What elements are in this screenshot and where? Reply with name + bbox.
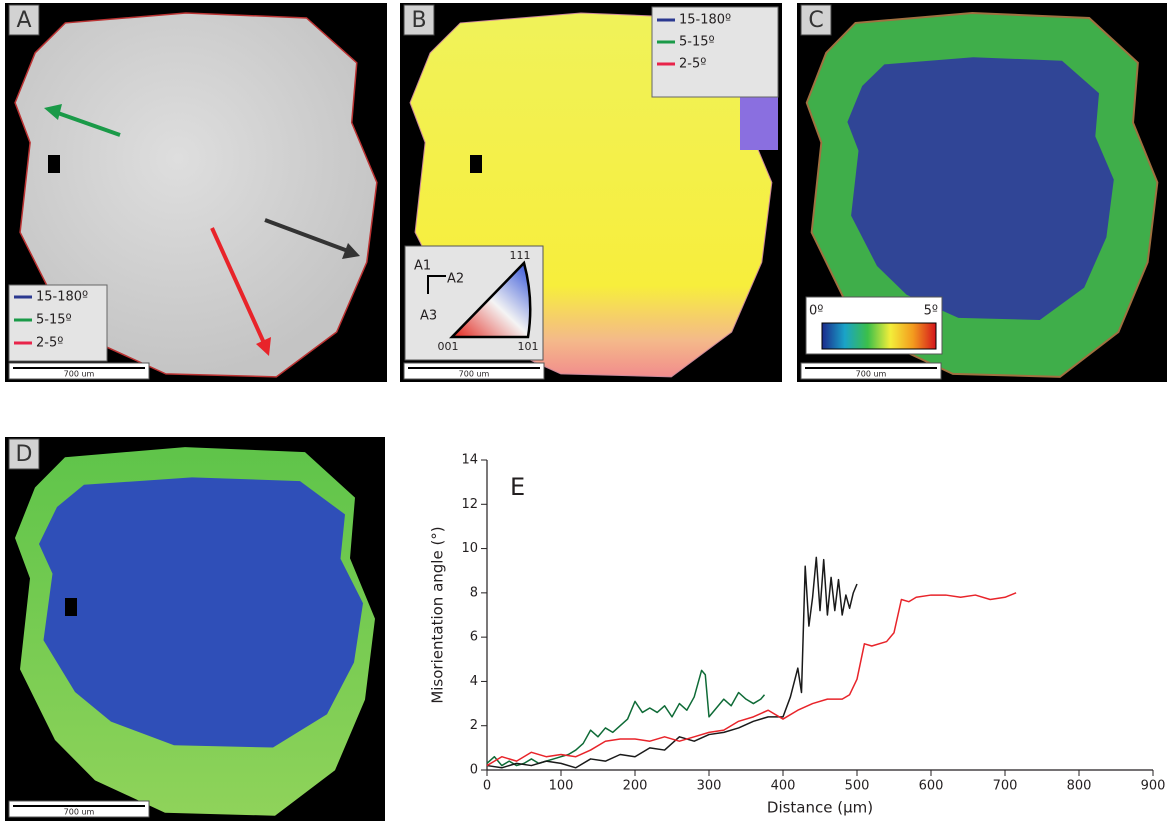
legend-label: 5-15º [679,35,715,50]
y-tick-label: 12 [461,497,478,512]
x-tick-label: 900 [1141,779,1166,794]
ipf-axis-label: A1 [414,259,431,274]
x-tick-label: 500 [845,779,870,794]
color-bar-label: 0º [809,304,823,319]
hole [48,155,60,173]
chart-title: E [510,473,525,501]
legend-label: 2-5º [679,57,706,72]
color-bar [822,323,936,349]
ipf-axis-label: A3 [420,309,437,324]
x-tick-label: 800 [1067,779,1092,794]
scale-bar-label: 700 um [459,370,490,379]
panel-label: A [16,8,31,33]
ipf-corner-label: 101 [518,340,539,353]
panel-label: D [16,442,33,467]
data-line [487,670,765,765]
y-tick-label: 0 [470,763,478,778]
map-panel-d: D 700 um [5,437,385,821]
hole [470,155,482,173]
legend-label: 2-5º [36,336,63,351]
x-tick-label: 100 [549,779,574,794]
data-line [487,593,1016,766]
ipf-axis-label: A2 [447,272,464,287]
legend-label: 15-180º [36,290,88,305]
x-tick-label: 300 [697,779,722,794]
scale-bar-label: 700 um [64,808,95,817]
figure: A 15-180º 5-15º 2-5º 700 um B 15-180º 5-… [0,0,1171,832]
map-panel-b: B 15-180º 5-15º 2-5º A1 A2 A3 111 001 10… [400,3,782,382]
y-tick-label: 10 [461,541,478,556]
x-tick-label: 600 [919,779,944,794]
x-tick-label: 700 [993,779,1018,794]
scale-bar-label: 700 um [64,370,95,379]
y-tick-label: 6 [470,630,478,645]
ipf-corner-label: 111 [510,249,531,262]
ipf-corner-label: 001 [438,340,459,353]
legend-label: 5-15º [36,313,72,328]
x-tick-label: 200 [623,779,648,794]
map-panel-a: A 15-180º 5-15º 2-5º 700 um [5,3,387,382]
color-bar-label: 5º [924,304,938,319]
panel-label: B [411,8,426,33]
scale-bar-label: 700 um [856,370,887,379]
legend-label: 15-180º [679,13,731,28]
y-tick-label: 4 [470,674,478,689]
y-axis-title: Misorientation angle (°) [429,526,447,703]
x-tick-label: 0 [483,779,491,794]
map-panel-c: C 0º 5º 700 um [797,3,1167,382]
line-chart: E Distance (μm) Misorientation angle (°)… [429,453,1166,817]
x-tick-label: 400 [771,779,796,794]
y-tick-label: 14 [461,453,478,468]
grain [740,90,778,150]
y-tick-label: 8 [470,585,478,600]
hole [65,598,77,616]
data-line [487,557,857,767]
y-tick-label: 2 [470,718,478,733]
x-axis-title: Distance (μm) [767,799,873,817]
panel-label: C [808,8,823,33]
